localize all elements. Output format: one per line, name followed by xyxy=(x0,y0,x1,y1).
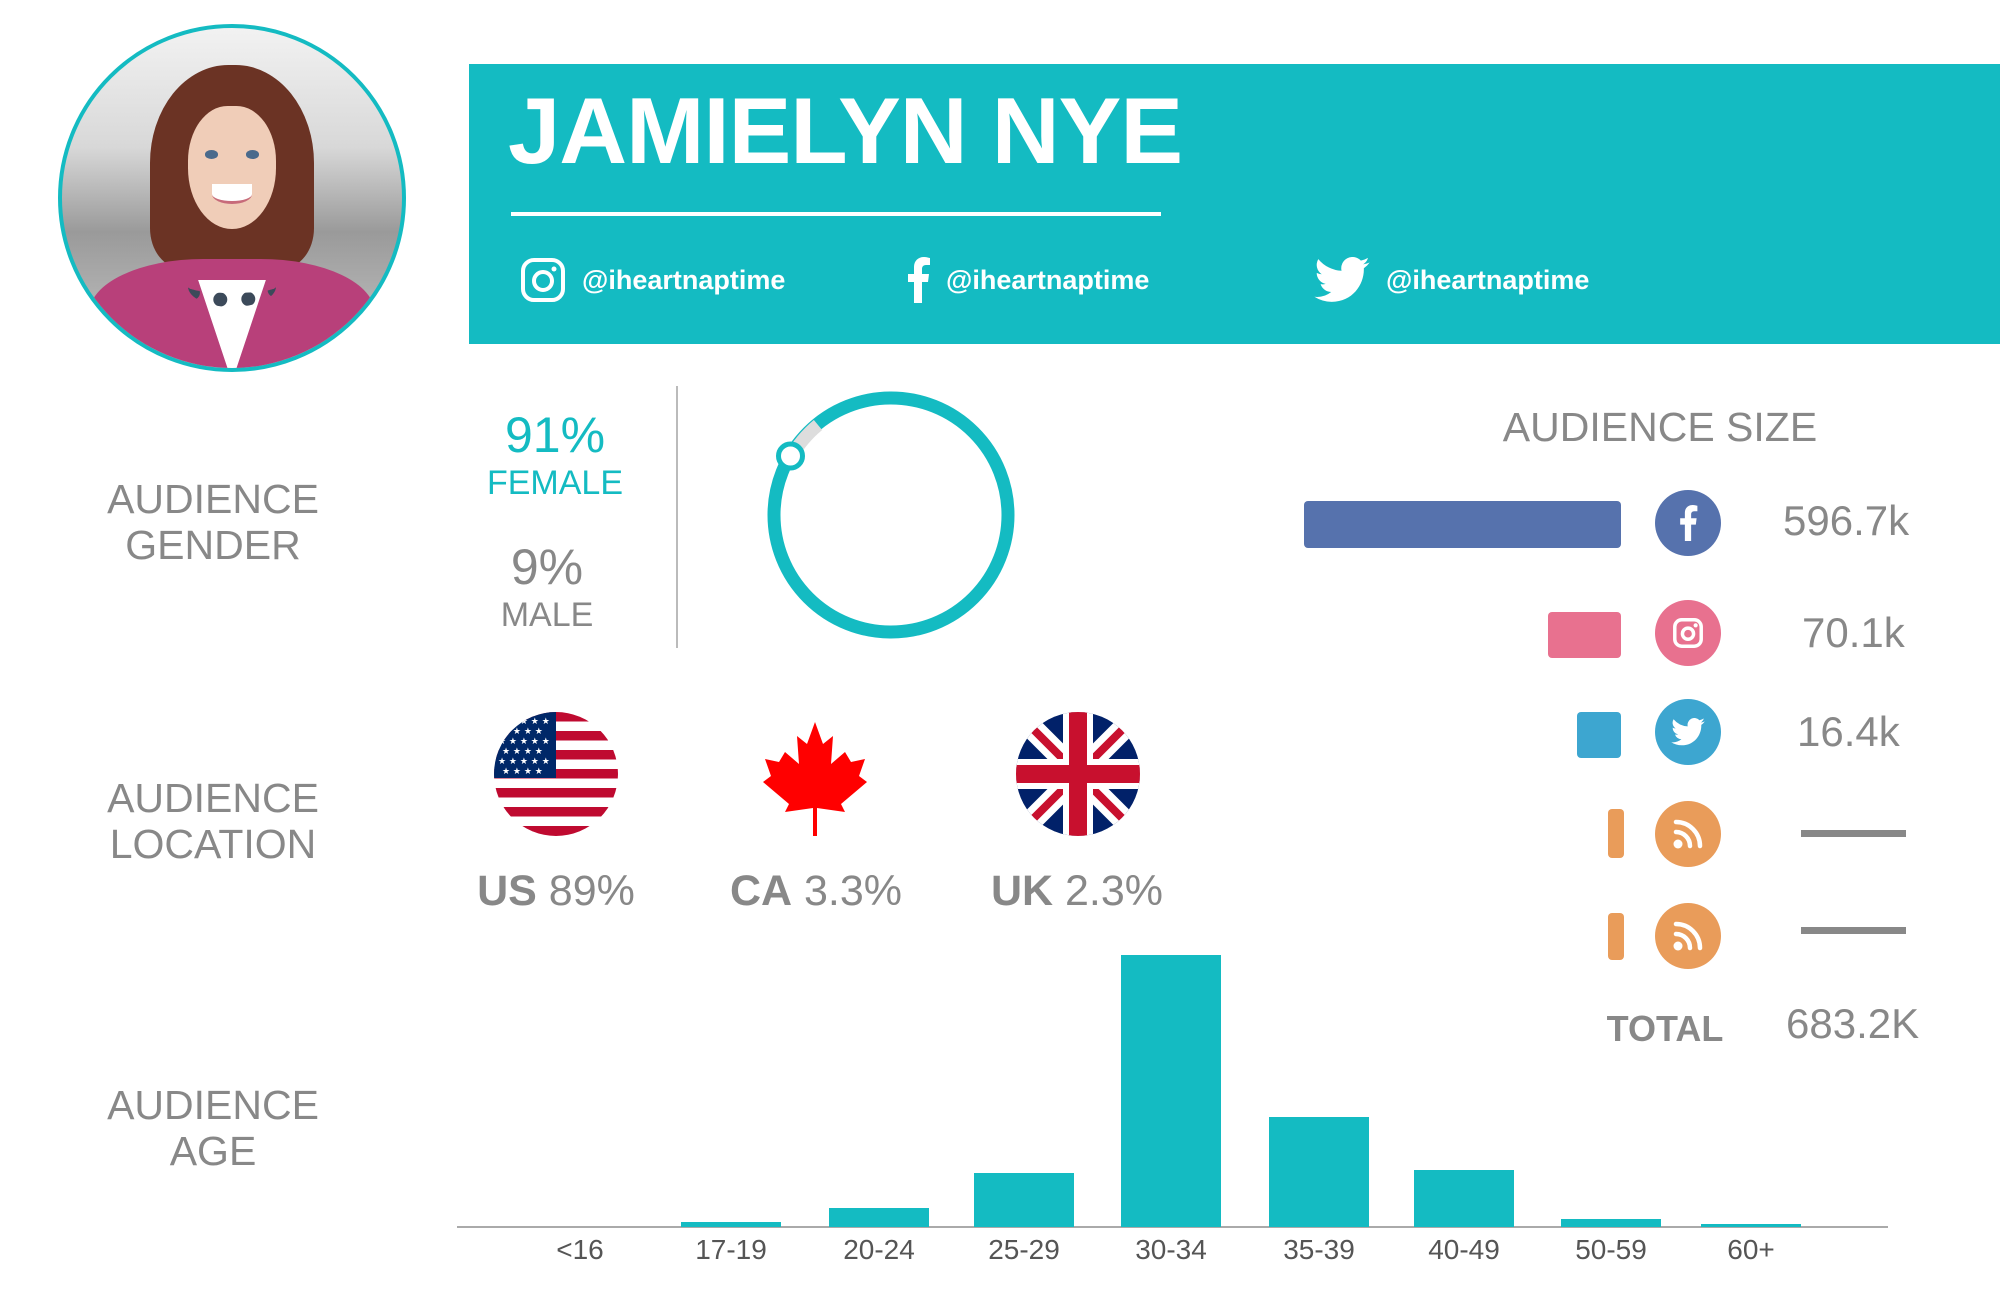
svg-text:★ ★ ★ ★: ★ ★ ★ ★ xyxy=(502,767,543,777)
female-percentage: 91% xyxy=(504,407,606,463)
age-bar-60-plus xyxy=(1701,1224,1801,1227)
twitter-handle-text: @iheartnaptime xyxy=(1386,264,1590,295)
svg-text:★ ★ ★ ★ ★: ★ ★ ★ ★ ★ xyxy=(498,717,550,727)
age-label: <16 xyxy=(556,1234,604,1265)
age-bar-20-24 xyxy=(829,1208,929,1227)
facebook-icon xyxy=(908,257,930,303)
age-chart-baseline xyxy=(457,1226,1888,1228)
twitter-size-bar xyxy=(1577,712,1621,758)
age-bar-30-34 xyxy=(1121,955,1221,1227)
facebook-size-bar xyxy=(1304,501,1621,548)
age-bar-50-59 xyxy=(1561,1219,1661,1227)
rss-size-bar xyxy=(1608,913,1624,960)
age-label: 50-59 xyxy=(1575,1234,1647,1265)
age-bar-17-19 xyxy=(681,1222,781,1227)
uk-flag-icon xyxy=(1016,712,1140,836)
rss-icon xyxy=(1655,903,1721,969)
instagram-handle-text: @iheartnaptime xyxy=(582,264,786,295)
svg-text:★ ★ ★ ★ ★: ★ ★ ★ ★ ★ xyxy=(498,757,550,767)
canada-flag-icon xyxy=(753,712,877,836)
twitter-handle[interactable]: @iheartnaptime xyxy=(1314,257,1590,302)
total-value: 683.2K xyxy=(1786,1000,1920,1047)
us-flag-icon: ★ ★ ★ ★ ★ ★ ★ ★ ★ ★ ★ ★ ★ ★ ★ ★ ★ ★ ★ ★ ★ … xyxy=(494,712,618,836)
gender-divider xyxy=(676,386,678,648)
audience-location-label: AUDIENCE LOCATION xyxy=(107,775,319,867)
instagram-icon xyxy=(521,258,565,302)
male-label: MALE xyxy=(500,596,594,634)
location-us: US 89% xyxy=(477,867,635,915)
age-label: 20-24 xyxy=(843,1234,915,1265)
facebook-icon xyxy=(1655,490,1721,556)
rss-size-empty-dash xyxy=(1801,830,1906,837)
gender-ring-chart xyxy=(767,391,1015,639)
instagram-size-value: 70.1k xyxy=(1802,609,1905,656)
age-label: 17-19 xyxy=(695,1234,767,1265)
audience-gender-label: AUDIENCE GENDER xyxy=(107,476,319,568)
age-bar-25-29 xyxy=(974,1173,1074,1227)
facebook-size-value: 596.7k xyxy=(1783,497,1910,544)
audience-size-title: AUDIENCE SIZE xyxy=(1502,404,1818,450)
rss-size-empty-dash xyxy=(1801,927,1906,934)
svg-text:★ ★ ★ ★: ★ ★ ★ ★ xyxy=(502,747,543,757)
rss-size-bar xyxy=(1608,809,1624,858)
age-label: 40-49 xyxy=(1428,1234,1500,1265)
location-uk: UK 2.3% xyxy=(990,867,1164,915)
age-label: 25-29 xyxy=(988,1234,1060,1265)
audience-age-label: AUDIENCE AGE xyxy=(107,1082,319,1174)
twitter-size-value: 16.4k xyxy=(1797,708,1900,755)
rss-icon xyxy=(1655,801,1721,867)
facebook-handle[interactable]: @iheartnaptime xyxy=(906,257,1150,303)
svg-text:★ ★ ★ ★ ★: ★ ★ ★ ★ ★ xyxy=(498,737,550,747)
age-label: 35-39 xyxy=(1283,1234,1355,1265)
svg-text:★ ★ ★ ★: ★ ★ ★ ★ xyxy=(502,727,543,737)
age-label: 60+ xyxy=(1727,1234,1775,1265)
instagram-size-bar xyxy=(1548,612,1621,658)
age-bar-35-39 xyxy=(1269,1117,1369,1227)
female-label: FEMALE xyxy=(486,464,624,502)
instagram-icon xyxy=(1655,600,1721,666)
twitter-icon xyxy=(1655,699,1721,765)
twitter-icon xyxy=(1314,257,1370,302)
profile-name: JAMIELYN NYE xyxy=(508,78,1183,183)
instagram-handle[interactable]: @iheartnaptime xyxy=(520,258,785,302)
male-percentage: 9% xyxy=(510,539,584,595)
header-banner xyxy=(469,64,2000,344)
ring-marker xyxy=(776,441,805,471)
age-label: 30-34 xyxy=(1135,1234,1207,1265)
age-bar-40-49 xyxy=(1414,1170,1514,1227)
total-label: TOTAL xyxy=(1606,1008,1724,1049)
name-underline xyxy=(511,212,1161,216)
facebook-handle-text: @iheartnaptime xyxy=(946,264,1150,295)
avatar xyxy=(58,24,406,372)
location-ca: CA 3.3% xyxy=(729,867,903,915)
